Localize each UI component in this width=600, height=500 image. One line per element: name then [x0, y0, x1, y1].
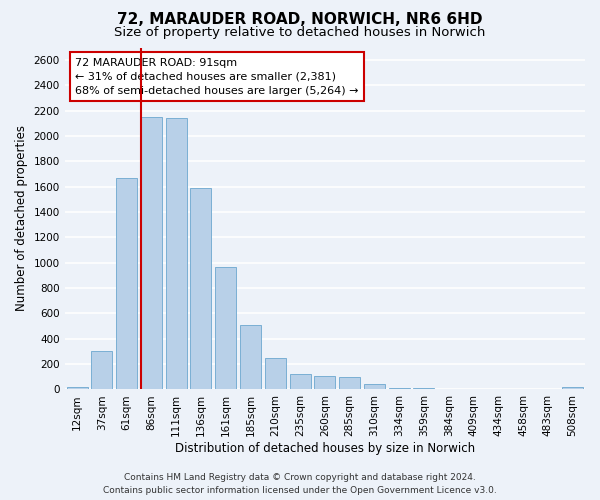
Bar: [512, 389, 533, 390]
Bar: [265, 358, 286, 390]
Text: 72 MARAUDER ROAD: 91sqm
← 31% of detached houses are smaller (2,381)
68% of semi: 72 MARAUDER ROAD: 91sqm ← 31% of detache…: [75, 58, 359, 96]
Bar: [166, 118, 187, 390]
Bar: [314, 376, 335, 390]
Bar: [141, 117, 162, 390]
Y-axis label: Number of detached properties: Number of detached properties: [15, 126, 28, 312]
Bar: [240, 325, 261, 390]
Bar: [67, 387, 88, 390]
Bar: [463, 389, 484, 390]
Bar: [488, 389, 509, 390]
Bar: [339, 378, 360, 390]
Bar: [91, 352, 112, 390]
Text: 72, MARAUDER ROAD, NORWICH, NR6 6HD: 72, MARAUDER ROAD, NORWICH, NR6 6HD: [117, 12, 483, 28]
Bar: [562, 387, 583, 390]
X-axis label: Distribution of detached houses by size in Norwich: Distribution of detached houses by size …: [175, 442, 475, 455]
Bar: [413, 388, 434, 390]
Bar: [190, 188, 211, 390]
Bar: [215, 266, 236, 390]
Bar: [538, 389, 559, 390]
Text: Size of property relative to detached houses in Norwich: Size of property relative to detached ho…: [115, 26, 485, 39]
Bar: [290, 374, 311, 390]
Bar: [364, 384, 385, 390]
Text: Contains HM Land Registry data © Crown copyright and database right 2024.
Contai: Contains HM Land Registry data © Crown c…: [103, 474, 497, 495]
Bar: [116, 178, 137, 390]
Bar: [438, 389, 459, 390]
Bar: [389, 388, 410, 390]
